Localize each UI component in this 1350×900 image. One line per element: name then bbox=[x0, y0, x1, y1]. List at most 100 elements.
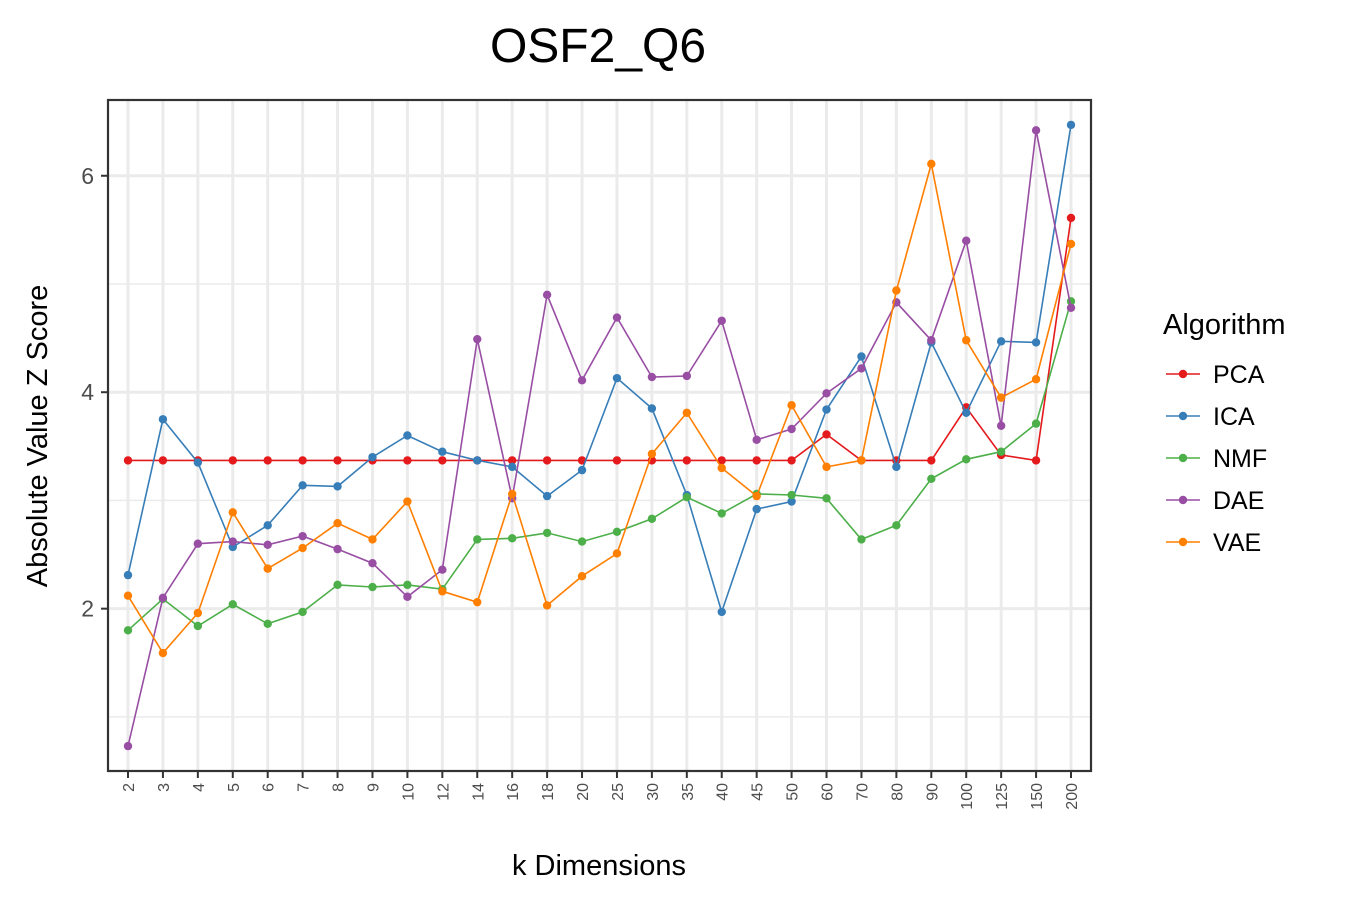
x-axis: 2 3 4 5 6 7 8 9 10 12 14 16 18 20 25 30 35 40 45 50 60 70 80 90… bbox=[121, 771, 1081, 810]
data-point-ica bbox=[368, 452, 377, 462]
data-point-ica bbox=[263, 521, 272, 530]
data-point-vae bbox=[1031, 375, 1041, 384]
y-axis: 2 4 6 bbox=[81, 163, 108, 622]
data-point-nmf bbox=[1031, 419, 1041, 428]
data-point-pca bbox=[927, 456, 936, 465]
data-point-dae bbox=[647, 372, 657, 382]
data-point-dae bbox=[438, 565, 447, 574]
data-point-vae bbox=[542, 601, 552, 610]
legend-item-vae: VAE bbox=[1166, 529, 1261, 557]
data-point-dae bbox=[612, 313, 622, 322]
x-tick-label: 25 bbox=[610, 783, 627, 801]
data-point-pca bbox=[158, 456, 168, 465]
x-tick-label: 16 bbox=[505, 783, 522, 801]
x-tick-label: 14 bbox=[470, 783, 487, 801]
plot-border bbox=[106, 98, 1093, 773]
data-point-nmf bbox=[123, 626, 133, 635]
legend-item-dae: DAE bbox=[1166, 487, 1264, 515]
data-point-vae bbox=[892, 286, 901, 295]
x-tick-label: 200 bbox=[1064, 783, 1081, 810]
data-point-nmf bbox=[647, 514, 657, 524]
data-point-dae bbox=[193, 539, 203, 548]
data-point-vae bbox=[228, 508, 237, 517]
data-point-pca bbox=[787, 456, 796, 465]
data-point-ica bbox=[822, 405, 831, 414]
data-point-ica bbox=[996, 337, 1006, 346]
y-axis-label: Absolute Value Z Score bbox=[22, 285, 54, 588]
x-tick-label: 45 bbox=[750, 783, 767, 801]
data-point-dae bbox=[822, 389, 831, 398]
data-point-pca bbox=[612, 456, 622, 465]
x-tick-label: 30 bbox=[645, 783, 662, 801]
data-point-dae bbox=[1031, 126, 1041, 135]
data-point-vae bbox=[787, 400, 796, 410]
x-tick-label: 20 bbox=[575, 783, 592, 801]
data-point-ica bbox=[473, 456, 482, 465]
data-point-vae bbox=[333, 518, 342, 528]
series-line-pca bbox=[128, 217, 1072, 462]
data-point-vae bbox=[682, 408, 692, 417]
data-point-pca bbox=[542, 456, 552, 465]
x-tick-label: 50 bbox=[785, 783, 802, 801]
legend: Algorithm PCA ICA NMF DAE VAE bbox=[1163, 309, 1286, 557]
data-point-ica bbox=[542, 491, 552, 501]
data-point-dae bbox=[717, 316, 726, 325]
y-tick-label: 2 bbox=[81, 596, 94, 622]
data-point-ica bbox=[962, 408, 971, 417]
data-point-pca bbox=[438, 456, 447, 465]
data-point-ica bbox=[1066, 120, 1076, 130]
data-point-dae bbox=[1066, 303, 1076, 312]
data-point-ica bbox=[123, 570, 133, 580]
series-line-ica bbox=[127, 124, 1072, 615]
data-point-nmf bbox=[822, 494, 831, 503]
x-tick-label: 9 bbox=[365, 783, 382, 792]
data-point-vae bbox=[438, 587, 447, 596]
x-tick-label: 4 bbox=[191, 783, 208, 792]
data-point-dae bbox=[473, 334, 482, 344]
data-point-nmf bbox=[193, 621, 203, 631]
data-point-nmf bbox=[892, 521, 901, 530]
legend-items: PCA ICA NMF DAE VAE bbox=[1166, 361, 1267, 557]
data-point-dae bbox=[403, 592, 412, 601]
data-point-vae bbox=[507, 489, 517, 499]
data-point-ica bbox=[193, 458, 203, 467]
data-point-vae bbox=[1066, 239, 1076, 249]
legend-key-point bbox=[1178, 453, 1188, 463]
legend-item-nmf: NMF bbox=[1166, 445, 1267, 473]
series-vae bbox=[123, 159, 1076, 658]
data-point-vae bbox=[158, 648, 168, 658]
legend-key-point bbox=[1178, 495, 1188, 505]
data-point-vae bbox=[193, 608, 203, 618]
legend-title: Algorithm bbox=[1163, 309, 1286, 341]
data-point-ica bbox=[403, 431, 412, 440]
data-point-ica bbox=[507, 462, 517, 472]
data-point-pca bbox=[752, 456, 761, 465]
x-tick-label: 3 bbox=[156, 783, 173, 792]
data-point-pca bbox=[263, 456, 272, 465]
data-point-vae bbox=[857, 456, 866, 465]
series-ica bbox=[123, 120, 1076, 617]
data-point-vae bbox=[577, 571, 587, 581]
data-point-vae bbox=[927, 159, 936, 169]
grid-major bbox=[108, 100, 1091, 771]
x-tick-label: 6 bbox=[261, 783, 278, 792]
data-point-dae bbox=[298, 531, 307, 541]
legend-label-nmf: NMF bbox=[1213, 445, 1267, 473]
data-point-pca bbox=[507, 456, 517, 465]
data-point-nmf bbox=[612, 527, 622, 537]
data-point-nmf bbox=[577, 537, 587, 546]
data-point-nmf bbox=[682, 492, 692, 502]
data-point-dae bbox=[333, 544, 342, 554]
x-tick-label: 100 bbox=[959, 783, 976, 810]
legend-key-point bbox=[1178, 537, 1188, 547]
plot-background bbox=[108, 100, 1091, 771]
data-point-vae bbox=[647, 449, 657, 459]
chart-title: OSF2_Q6 bbox=[490, 20, 706, 73]
data-point-vae bbox=[263, 564, 272, 573]
legend-item-ica: ICA bbox=[1166, 403, 1255, 431]
x-tick-label: 5 bbox=[226, 783, 243, 792]
data-point-ica bbox=[577, 465, 587, 475]
data-point-vae bbox=[822, 462, 831, 472]
data-point-pca bbox=[298, 456, 307, 465]
